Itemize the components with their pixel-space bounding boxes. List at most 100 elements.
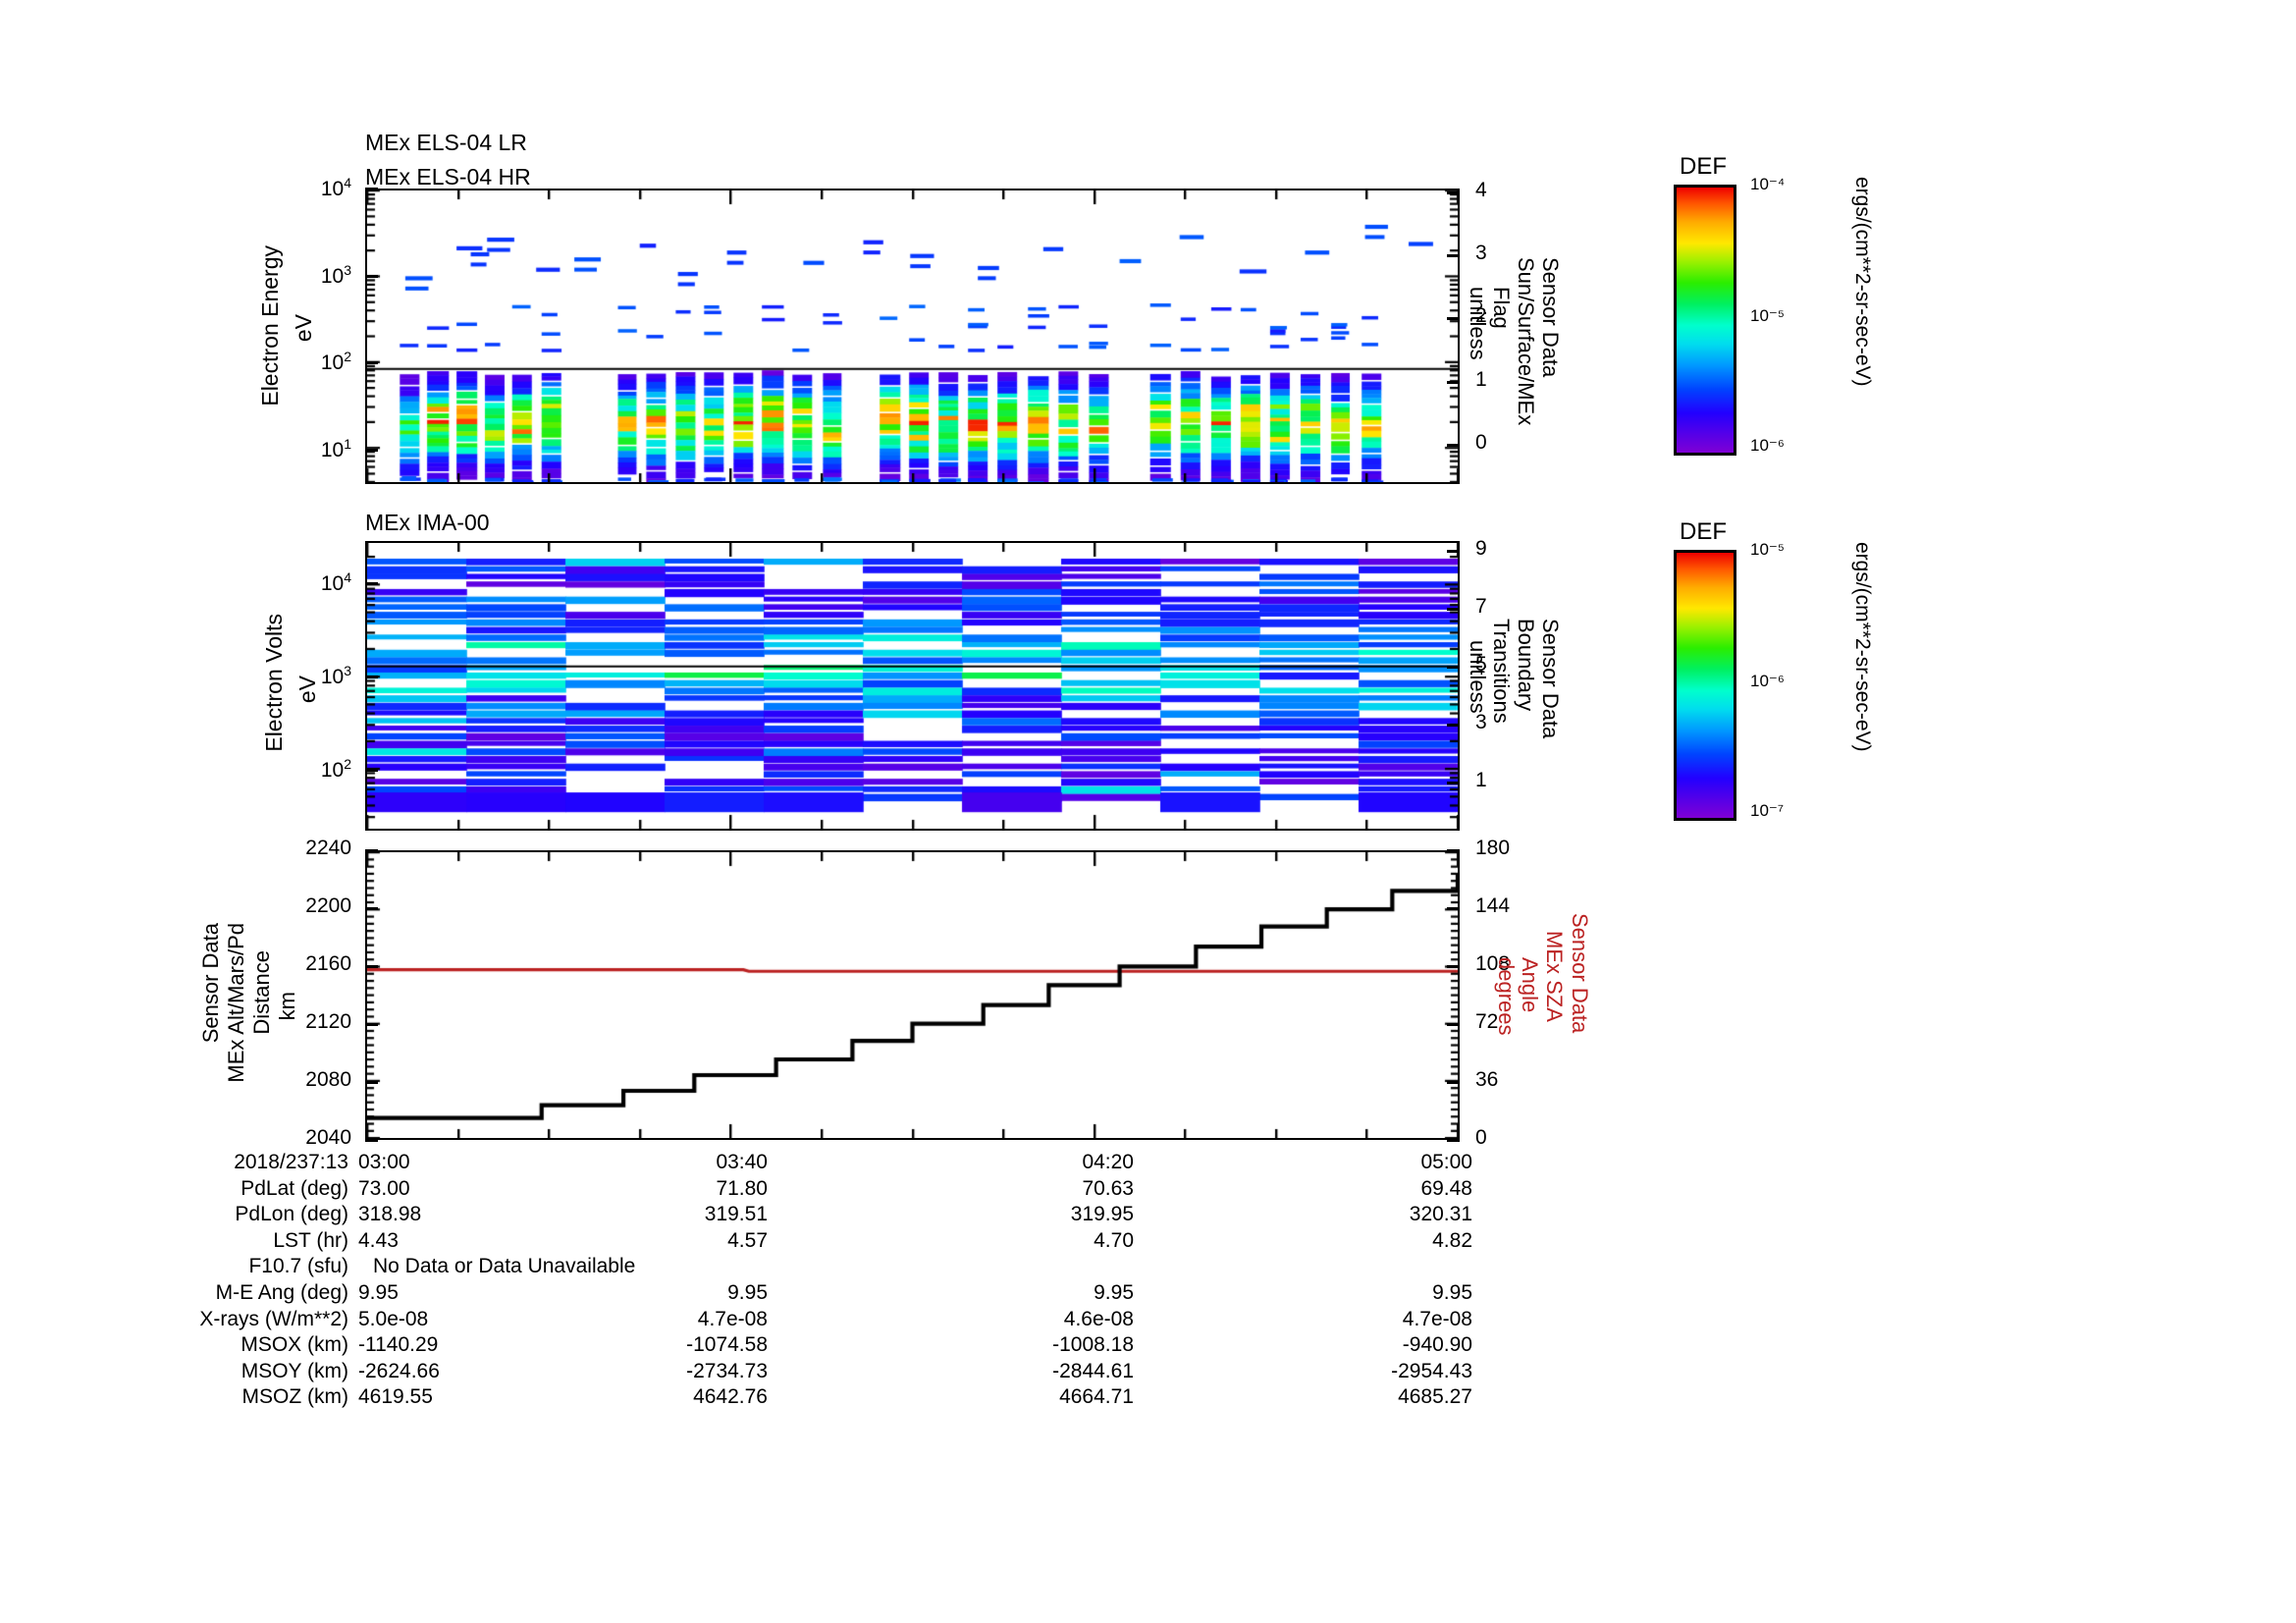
table-row: LST (hr) 4.43 4.57 4.70 4.82 bbox=[0, 1229, 1531, 1256]
right-ytick-label: 7 bbox=[1475, 595, 1487, 619]
panel1-right-label-4: unitless bbox=[1466, 287, 1490, 360]
panel2-title: MEx IMA-00 bbox=[365, 510, 490, 535]
colorbar-2-title: DEF bbox=[1680, 518, 1727, 545]
cell-value: 71.80 bbox=[716, 1176, 768, 1200]
right-ytick-label: 72 bbox=[1475, 1010, 1499, 1033]
row-label: X-rays (W/m**2) bbox=[199, 1307, 348, 1330]
right-ytick-mark bbox=[1447, 849, 1460, 852]
right-ytick-mark bbox=[1447, 317, 1460, 321]
ytick-label: 102 bbox=[320, 756, 351, 783]
row-label: 2018/237:13 bbox=[234, 1151, 348, 1173]
cell-value: 03:00 bbox=[358, 1151, 410, 1173]
panel1-right-label-1: Sensor Data bbox=[1538, 257, 1563, 378]
colorbar-1-gradient bbox=[1674, 185, 1736, 456]
table-row: MSOY (km) -2624.66 -2734.73 -2844.61 -2954.4… bbox=[0, 1360, 1531, 1386]
cell-value: 320.31 bbox=[1409, 1203, 1472, 1226]
ytick-label: 2240 bbox=[305, 837, 351, 859]
panel1-ylabel-1: Electron Energy bbox=[257, 245, 283, 406]
table-row: MSOX (km) -1140.29 -1074.58 -1008.18 -940.90 bbox=[0, 1333, 1531, 1360]
table-row: MSOZ (km) 4619.55 4642.76 4664.71 4685.27 bbox=[0, 1385, 1531, 1412]
ytick-label: 104 bbox=[320, 568, 351, 595]
cell-value: 4.43 bbox=[358, 1228, 399, 1252]
panel3-left-label-2: MEx Alt/Mars/Pd bbox=[224, 923, 248, 1083]
cell-value: 4.7e-08 bbox=[1402, 1307, 1472, 1330]
row-label: PdLat (deg) bbox=[240, 1176, 348, 1200]
right-ytick-label: 2 bbox=[1475, 304, 1487, 328]
ima-spectrogram-panel[interactable] bbox=[365, 541, 1460, 831]
cell-value: 05:00 bbox=[1420, 1151, 1472, 1173]
right-ytick-label: 36 bbox=[1475, 1068, 1499, 1091]
cell-value: 318.98 bbox=[358, 1203, 422, 1226]
panel1-title-hr: MEx ELS-04 HR bbox=[365, 164, 531, 189]
cell-value: 04:20 bbox=[1082, 1151, 1134, 1173]
panel2-right-label-4: unitless bbox=[1466, 640, 1490, 714]
table-row: X-rays (W/m**2) 5.0e-08 4.7e-08 4.6e-08 4.7e… bbox=[0, 1308, 1531, 1334]
row-label: MSOY (km) bbox=[240, 1359, 348, 1382]
cell-value: -2624.66 bbox=[358, 1359, 440, 1382]
colorbar-2-top-label: 10⁻⁵ bbox=[1750, 540, 1785, 559]
right-ytick-mark bbox=[1447, 782, 1460, 785]
ytick-mark bbox=[365, 188, 378, 190]
cell-value: -1008.18 bbox=[1052, 1333, 1134, 1357]
table-row: F10.7 (sfu) No Data or Data Unavailable bbox=[0, 1255, 1531, 1281]
right-ytick-label: 0 bbox=[1475, 430, 1487, 454]
ytick-label: 102 bbox=[320, 349, 351, 375]
right-ytick-mark bbox=[1447, 907, 1460, 910]
right-ytick-label: 1 bbox=[1475, 769, 1487, 792]
panel3-right-label-2: MEx SZA bbox=[1542, 931, 1567, 1022]
panel3-right-label-4: degrees bbox=[1494, 957, 1519, 1036]
cell-value: -2734.73 bbox=[686, 1359, 768, 1382]
panel1-title-lr: MEx ELS-04 LR bbox=[365, 130, 527, 155]
ytick-mark bbox=[365, 965, 378, 968]
panel3-right-label-3: Angle bbox=[1518, 957, 1542, 1013]
cell-value: -1140.29 bbox=[358, 1333, 439, 1357]
ytick-label: 2200 bbox=[305, 894, 351, 917]
ytick-mark bbox=[365, 1139, 378, 1142]
colorbar-1-bottom-label: 10⁻⁶ bbox=[1750, 436, 1785, 455]
cell-value: 9.95 bbox=[1432, 1280, 1472, 1304]
cell-value: 4.70 bbox=[1094, 1228, 1134, 1252]
right-ytick-mark bbox=[1447, 190, 1460, 194]
panel3-right-label-1: Sensor Data bbox=[1568, 913, 1592, 1034]
ytick-label: 103 bbox=[320, 261, 351, 288]
table-row: PdLat (deg) 73.00 71.80 70.63 69.48 bbox=[0, 1177, 1531, 1204]
panel3-left-label-3: Distance bbox=[249, 950, 274, 1035]
panel2-ylabel-2: eV bbox=[294, 676, 320, 704]
colorbar-2-unit-label: ergs/(cm**2-sr-sec-eV) bbox=[1851, 542, 1874, 752]
cell-value: 319.95 bbox=[1070, 1203, 1134, 1226]
altitude-sza-canvas bbox=[367, 852, 1458, 1138]
right-ytick-mark bbox=[1447, 550, 1460, 554]
cell-value: 9.95 bbox=[1094, 1280, 1134, 1304]
ytick-mark bbox=[365, 1081, 378, 1084]
cell-value: 4.7e-08 bbox=[697, 1307, 768, 1330]
right-ytick-label: 3 bbox=[1475, 241, 1487, 264]
cell-value: 73.00 bbox=[358, 1176, 410, 1200]
right-ytick-label: 4 bbox=[1475, 178, 1487, 201]
cell-value: 4619.55 bbox=[358, 1385, 433, 1409]
ytick-mark bbox=[365, 274, 378, 278]
colorbar-2-mid-label: 10⁻⁶ bbox=[1750, 672, 1785, 690]
panel3-left-label-1: Sensor Data bbox=[198, 923, 223, 1044]
altitude-sza-panel[interactable] bbox=[365, 850, 1460, 1140]
table-row: M-E Ang (deg) 9.95 9.95 9.95 9.95 bbox=[0, 1281, 1531, 1308]
right-ytick-label: 3 bbox=[1475, 711, 1487, 734]
cell-value: 69.48 bbox=[1420, 1176, 1472, 1200]
ytick-label: 2040 bbox=[305, 1126, 351, 1149]
cell-value: 4664.71 bbox=[1059, 1385, 1134, 1409]
cell-value: 4.82 bbox=[1432, 1228, 1472, 1252]
colorbar-1-title: DEF bbox=[1680, 153, 1727, 180]
right-ytick-mark bbox=[1447, 608, 1460, 612]
els-spectrogram-panel[interactable] bbox=[365, 189, 1460, 484]
cell-value: 9.95 bbox=[727, 1280, 768, 1304]
right-ytick-mark bbox=[1447, 1023, 1460, 1026]
right-ytick-mark bbox=[1447, 1139, 1460, 1142]
row-label: MSOZ (km) bbox=[241, 1385, 348, 1409]
ytick-mark bbox=[365, 769, 378, 773]
ima-heatmap-canvas bbox=[367, 543, 1458, 829]
metadata-table: 2018/237:13 03:00 03:40 04:20 05:00 PdLat (de… bbox=[0, 1151, 1531, 1412]
cell-value: 9.95 bbox=[358, 1280, 399, 1304]
right-ytick-label: 1 bbox=[1475, 367, 1487, 391]
ytick-mark bbox=[365, 1023, 378, 1026]
ytick-label: 104 bbox=[320, 175, 351, 200]
right-ytick-mark bbox=[1447, 380, 1460, 384]
